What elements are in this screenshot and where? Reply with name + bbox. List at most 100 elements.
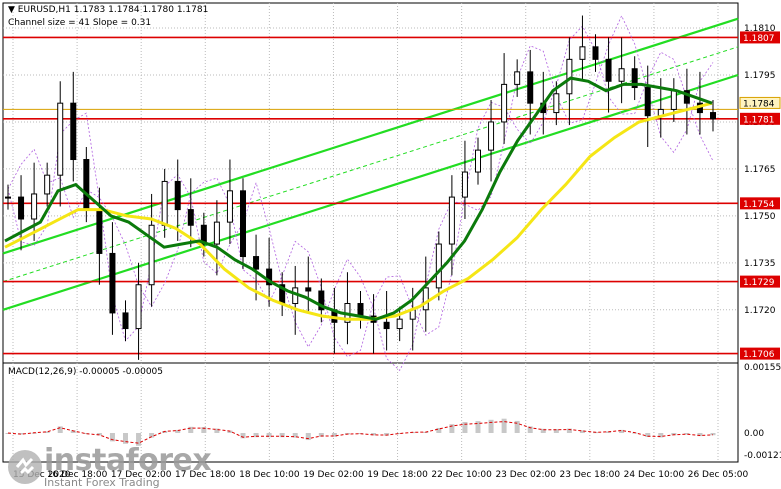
candle-body — [305, 287, 312, 292]
price-level-label: 1.1706 — [743, 350, 775, 360]
candle-body — [488, 121, 495, 151]
y-tick-label: 1.1810 — [744, 24, 776, 34]
candle-body — [253, 256, 260, 270]
macd-histogram-bar — [697, 433, 703, 437]
candle-body — [566, 58, 573, 95]
y-tick-label: 1.1795 — [744, 71, 776, 81]
macd-histogram-bar — [527, 426, 533, 433]
candle-body — [5, 196, 11, 199]
candle-body — [70, 102, 77, 161]
y-tick-label: 1.1750 — [744, 212, 776, 222]
macd-histogram-bar — [44, 431, 50, 433]
macd-histogram-bar — [318, 433, 324, 437]
price-level-label: 1.1729 — [743, 278, 775, 288]
candle-body — [644, 87, 651, 117]
macd-label: MACD(12,26,9) -0.00005 -0.00005 — [8, 367, 164, 377]
x-tick-label: 19 Dec 18:00 — [367, 470, 428, 480]
candle-body — [135, 284, 142, 330]
macd-histogram-bar — [449, 424, 455, 433]
macd-histogram-bar — [684, 433, 690, 435]
macd-histogram-bar — [540, 428, 546, 433]
macd-histogram-bar — [279, 433, 285, 438]
symbol-line: ▼ EURUSD,H1 1.1783 1.1784 1.1780 1.1781 — [8, 5, 208, 15]
y-tick-label: 1.1765 — [744, 165, 776, 175]
macd-histogram-bar — [70, 430, 76, 433]
candle-body — [683, 90, 690, 104]
macd-histogram-bar — [162, 431, 168, 433]
candle-body — [83, 159, 90, 211]
macd-histogram-bar — [475, 421, 481, 433]
price-level-label: 1.1754 — [743, 200, 775, 210]
candle-body — [174, 180, 181, 211]
candle-body — [435, 243, 442, 289]
candle-body — [187, 209, 194, 226]
macd-histogram-bar — [175, 429, 181, 433]
candle-body — [148, 224, 155, 286]
macd-histogram-bar — [514, 420, 520, 433]
macd-signal-line — [7, 421, 714, 444]
candle-body — [357, 303, 364, 317]
macd-histogram-bar — [305, 433, 311, 441]
macd-histogram-bar — [488, 419, 494, 433]
price-level-tag — [740, 197, 780, 210]
current-price-label: 1.1784 — [743, 99, 775, 109]
candle-body — [31, 193, 38, 220]
candle-body — [161, 180, 168, 226]
candle-body — [122, 312, 129, 330]
macd-histogram-bar — [384, 433, 390, 436]
ma-slow-line — [4, 101, 713, 321]
candle-body — [318, 290, 325, 311]
watermark-sub: Instant Forex Trading — [44, 476, 160, 489]
channel-lower — [2, 73, 739, 311]
macd-histogram-bar — [18, 433, 24, 435]
channel-middle — [2, 46, 739, 283]
candle-body — [213, 221, 220, 245]
macd-histogram-bar — [240, 433, 246, 439]
macd-tick-label: 0.00 — [744, 429, 764, 439]
candle-body — [109, 252, 116, 314]
price-level-tag — [740, 275, 780, 288]
macd-histogram-bar — [331, 433, 337, 437]
candle-body — [396, 318, 403, 330]
macd-histogram-bar — [149, 433, 155, 438]
x-tick-label: 23 Dec 18:00 — [560, 470, 621, 480]
candle-body — [44, 174, 51, 195]
macd-histogram-bar — [566, 428, 572, 433]
macd-histogram-bar — [619, 429, 625, 433]
candle-body — [18, 196, 25, 220]
macd-histogram-bar — [579, 430, 585, 433]
candle-body — [383, 321, 390, 330]
instaforex-watermark: instaforex Instant Forex Trading — [6, 443, 212, 489]
macd-histogram-bar — [710, 433, 716, 436]
price-level-tag — [740, 112, 780, 125]
y-tick-label: 1.1735 — [744, 259, 776, 269]
symbol-quote: EURUSD,H1 1.1783 1.1784 1.1780 1.1781 — [17, 5, 209, 15]
price-level-label: 1.1781 — [743, 115, 775, 125]
macd-histogram-bar — [188, 426, 194, 433]
dropdown-arrow-icon[interactable]: ▼ — [8, 5, 15, 15]
macd-histogram-bar — [645, 433, 651, 437]
candle-body — [631, 68, 638, 89]
macd-histogram-bar — [96, 433, 102, 436]
x-tick-label: 17 Dec 18:00 — [175, 470, 236, 480]
candle-body — [96, 209, 103, 254]
candle-body — [501, 83, 508, 123]
macd-tick-label: -0.00121 — [744, 451, 781, 461]
x-tick-label: 18 Dec 10:00 — [239, 470, 300, 480]
macd-histogram-bar — [201, 427, 207, 433]
candle-body — [579, 46, 586, 60]
x-tick-label: 26 Dec 05:00 — [688, 470, 749, 480]
macd-histogram-bar — [266, 433, 272, 438]
macd-histogram-bar — [57, 426, 63, 433]
candle-body — [448, 196, 455, 245]
x-tick-label: 16 Dec 18:00 — [47, 470, 108, 480]
price-level-label: 1.1807 — [743, 34, 775, 44]
candle-body — [475, 149, 481, 173]
price-level-tag — [740, 347, 780, 360]
candle-body — [226, 190, 233, 223]
channel-info: Channel size = 41 Slope = 0.31 — [8, 18, 152, 28]
watermark-brand: instaforex — [44, 443, 212, 478]
macd-histogram-bar — [462, 422, 468, 433]
